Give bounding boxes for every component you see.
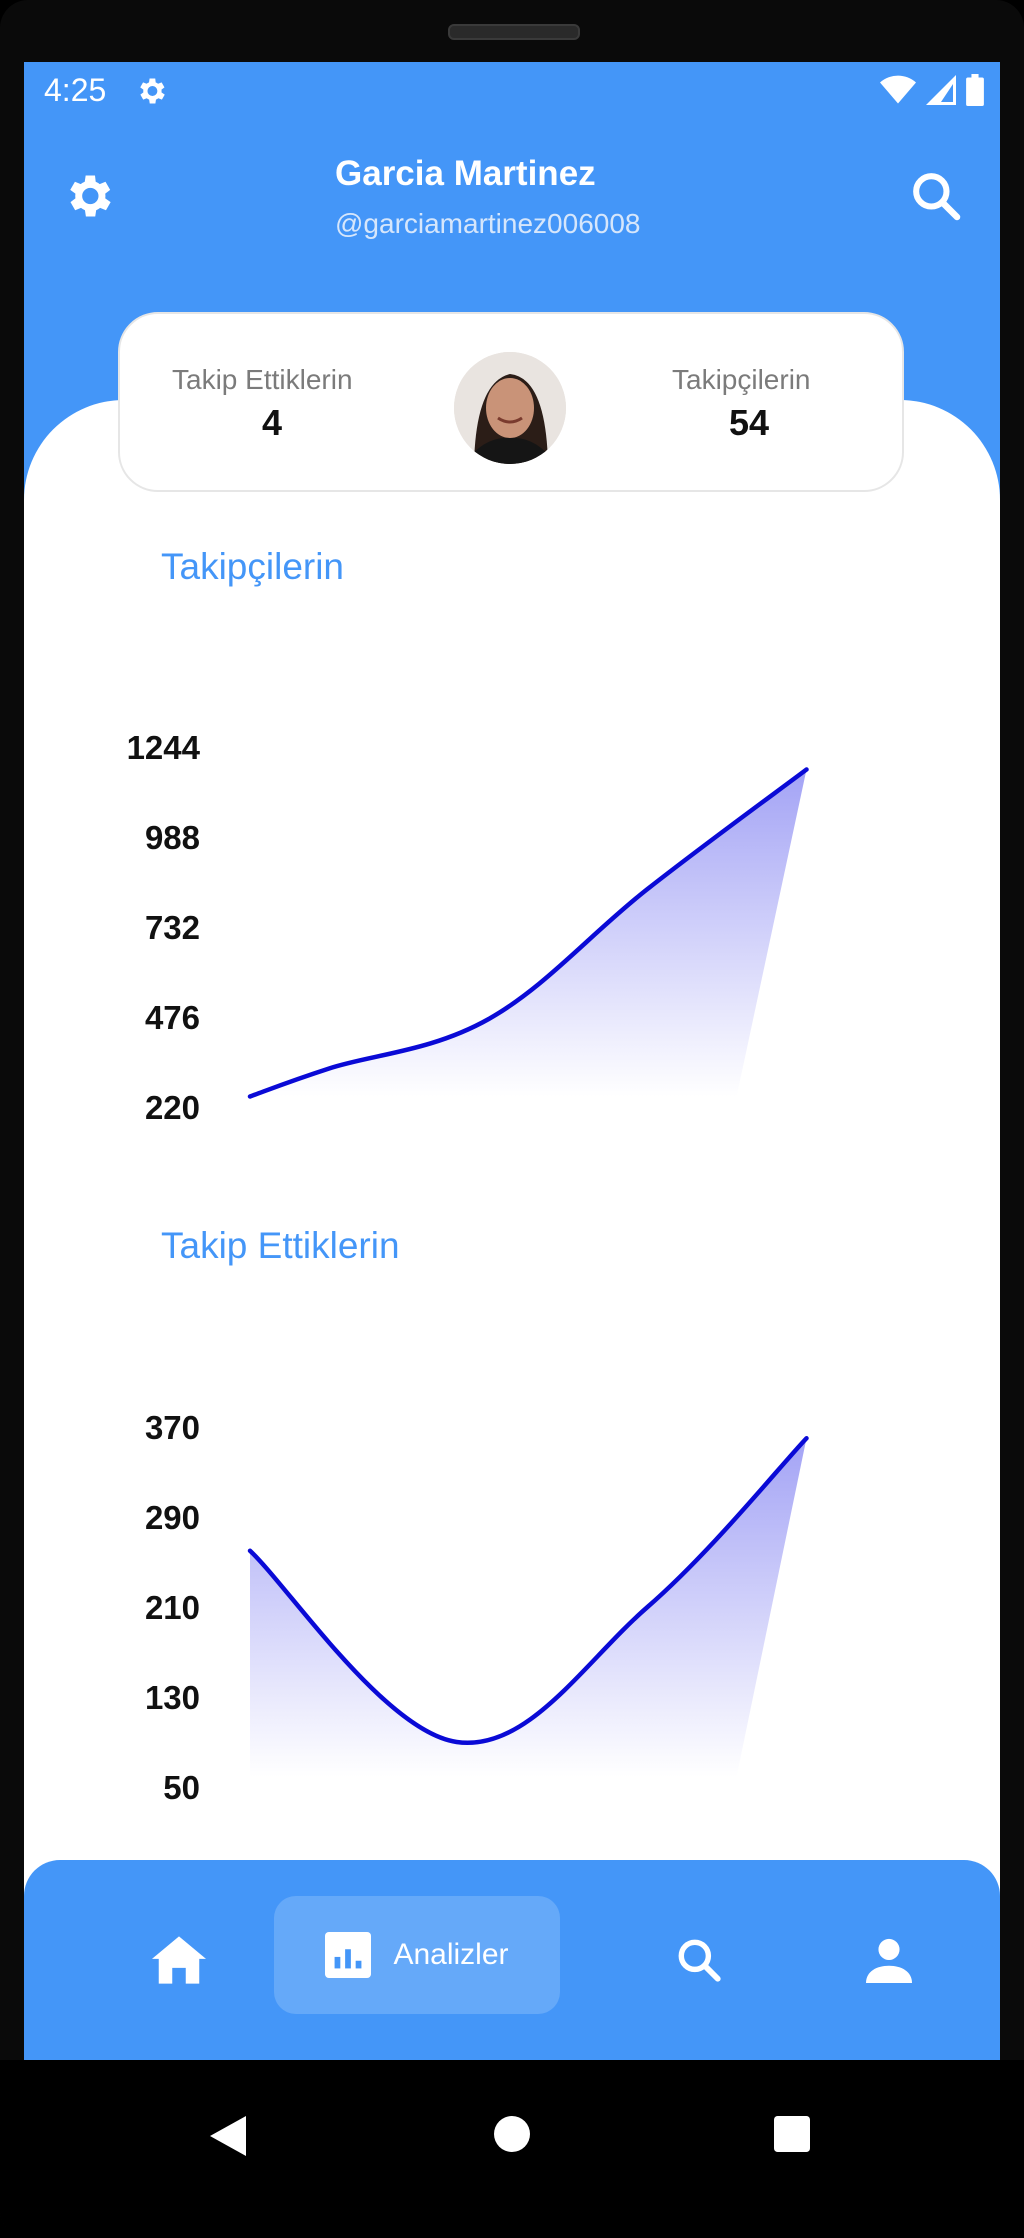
following-count[interactable]: 4 xyxy=(262,402,283,443)
system-navigation-bar xyxy=(0,2060,1024,2238)
y-tick-label: 290 xyxy=(145,1499,200,1536)
profile-stats-card: Takip Ettiklerin 4 Takipçilerin 54 xyxy=(118,312,904,492)
nav-search[interactable] xyxy=(624,1860,774,2060)
nav-analytics-label: Analizler xyxy=(393,1938,509,1971)
signal-icon xyxy=(926,75,956,105)
chart-series-line xyxy=(247,767,809,1099)
search-icon xyxy=(678,1939,721,1982)
y-tick-label: 476 xyxy=(145,999,200,1036)
chart-area-fill xyxy=(250,769,807,1097)
battery-icon xyxy=(966,74,984,106)
home-icon xyxy=(152,1936,206,1984)
nav-profile[interactable] xyxy=(814,1860,964,2060)
app-screen: 4:25 Garcia Martinez @garciamartinez0060… xyxy=(24,62,1000,2060)
status-time: 4:25 xyxy=(44,72,107,108)
chart-series-line xyxy=(247,1436,809,1746)
status-icons xyxy=(880,74,984,106)
bottom-navigation: Analizler xyxy=(24,1860,1000,2060)
y-tick-label: 130 xyxy=(145,1679,200,1716)
following-chart: 50130210290370MonTueWedThu xyxy=(145,1409,809,1806)
y-tick-label: 732 xyxy=(145,909,200,946)
y-tick-label: 220 xyxy=(145,1089,200,1126)
profile-handle: @garciamartinez006008 xyxy=(335,208,641,239)
status-bar: 4:25 xyxy=(24,62,1000,122)
recents-icon[interactable] xyxy=(774,2116,810,2152)
y-tick-label: 988 xyxy=(145,819,200,856)
avatar[interactable] xyxy=(454,352,566,464)
wifi-icon xyxy=(880,75,916,104)
gear-icon xyxy=(140,78,165,104)
back-icon[interactable] xyxy=(210,2116,246,2156)
following-label[interactable]: Takip Ettiklerin xyxy=(172,364,353,395)
search-icon[interactable] xyxy=(908,168,964,224)
content-panel xyxy=(24,400,1000,1920)
chart-area-fill xyxy=(250,1438,807,1777)
followers-label[interactable]: Takipçilerin xyxy=(672,364,811,395)
nav-analytics[interactable]: Analizler xyxy=(274,1896,560,2014)
y-tick-label: 370 xyxy=(145,1409,200,1446)
avatar-photo xyxy=(454,352,566,464)
home-circle-icon[interactable] xyxy=(494,2116,530,2152)
profile-name: Garcia Martinez xyxy=(335,154,596,193)
followers-chart: 2204767329881244MonTueWedThu xyxy=(127,729,809,1126)
y-tick-label: 50 xyxy=(163,1769,200,1806)
followers-chart-title: Takipçilerin xyxy=(161,546,345,587)
bar-chart-icon xyxy=(325,1932,372,1978)
person-icon xyxy=(866,1938,912,1983)
earpiece-speaker xyxy=(448,24,580,40)
settings-gear-icon[interactable] xyxy=(60,168,116,224)
y-tick-label: 1244 xyxy=(127,729,201,766)
following-chart-title: Takip Ettiklerin xyxy=(161,1225,400,1266)
followers-count[interactable]: 54 xyxy=(729,402,770,443)
y-tick-label: 210 xyxy=(145,1589,200,1626)
nav-home[interactable] xyxy=(104,1860,254,2060)
